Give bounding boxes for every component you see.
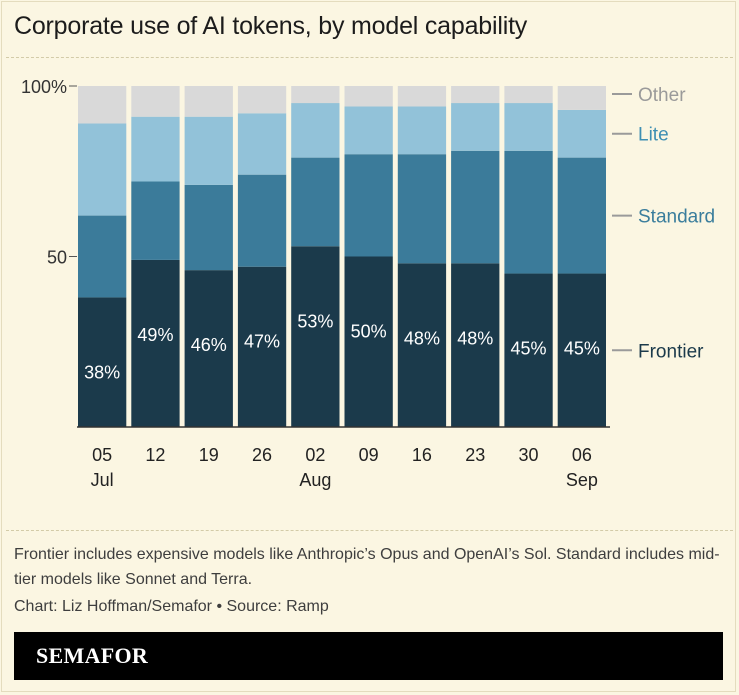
bar-standard-02: [291, 157, 340, 247]
data-label-frontier: 45%: [511, 339, 547, 359]
x-tick-label: 06: [572, 445, 592, 465]
bar-standard-12: [131, 181, 180, 260]
bar-lite-02: [291, 103, 340, 158]
chart-title: Corporate use of AI tokens, by model cap…: [14, 12, 528, 40]
bar-frontier-23: [451, 263, 500, 427]
bar-other-02: [291, 86, 340, 104]
bar-frontier-26: [237, 266, 287, 427]
data-label-frontier: 49%: [137, 325, 173, 345]
x-tick-label: 05: [92, 445, 112, 465]
x-tick-label: 26: [252, 445, 272, 465]
bar-other-19: [184, 86, 233, 117]
bar-lite-06: [557, 109, 606, 158]
x-month-label: Aug: [299, 470, 331, 490]
bar-standard-05: [78, 215, 127, 298]
bar-other-05: [78, 86, 127, 124]
bar-lite-12: [131, 116, 180, 182]
data-label-frontier: 47%: [244, 332, 280, 352]
bar-lite-26: [237, 113, 287, 175]
x-tick-label: 16: [412, 445, 432, 465]
bar-lite-30: [504, 103, 553, 151]
bar-frontier-19: [184, 270, 233, 427]
legend-label-standard: Standard: [638, 207, 715, 228]
legend-label-lite: Lite: [638, 125, 669, 146]
bar-frontier-12: [131, 259, 180, 427]
bar-lite-16: [397, 106, 447, 155]
bar-lite-09: [344, 106, 393, 155]
legend-label-other: Other: [638, 85, 686, 106]
bar-other-30: [504, 86, 553, 104]
y-tick-label: 50: [47, 248, 67, 268]
bar-lite-05: [78, 123, 127, 216]
x-tick-label: 12: [145, 445, 165, 465]
bar-standard-23: [451, 150, 500, 264]
footer-divider: [6, 530, 733, 531]
bar-other-23: [451, 86, 500, 104]
chart-note: Frontier includes expensive models like …: [14, 546, 720, 588]
title-divider: [6, 57, 733, 58]
bar-standard-30: [504, 150, 553, 274]
x-month-label: Sep: [566, 470, 598, 490]
data-label-frontier: 48%: [404, 328, 440, 348]
data-label-frontier: 50%: [351, 322, 387, 342]
bar-other-16: [397, 86, 447, 107]
x-tick-label: 02: [305, 445, 325, 465]
bar-standard-19: [184, 184, 233, 271]
bar-lite-19: [184, 116, 233, 185]
data-label-frontier: 38%: [84, 362, 120, 382]
bar-frontier-02: [291, 246, 340, 427]
x-tick-label: 09: [359, 445, 379, 465]
y-tick-label: 100%: [21, 77, 67, 97]
semafor-logo: SEMAFOR: [36, 643, 149, 668]
bar-standard-09: [344, 154, 393, 257]
bar-frontier-16: [397, 263, 447, 427]
data-label-frontier: 53%: [297, 311, 333, 331]
bar-frontier-05: [78, 297, 127, 427]
chart-credit: Chart: Liz Hoffman/Semafor • Source: Ram…: [14, 598, 329, 615]
bar-standard-06: [557, 157, 606, 274]
x-month-label: Jul: [91, 470, 114, 490]
bar-other-06: [557, 86, 606, 110]
bar-frontier-09: [344, 256, 393, 427]
bar-standard-16: [397, 154, 447, 264]
stacked-bar-chart: 100% 50 38% 05 Jul 49% 12 46% 19 47% 26 53% 02 Aug 50%…: [21, 77, 715, 490]
bar-other-26: [237, 86, 287, 114]
data-label-frontier: 48%: [457, 328, 493, 348]
legend-label-frontier: Frontier: [638, 341, 704, 362]
data-label-frontier: 45%: [564, 339, 600, 359]
x-tick-label: 30: [519, 445, 539, 465]
x-tick-label: 23: [465, 445, 485, 465]
bar-other-09: [344, 86, 393, 107]
brand-bar: SEMAFOR: [14, 632, 723, 680]
x-tick-label: 19: [199, 445, 219, 465]
data-label-frontier: 46%: [191, 335, 227, 355]
bar-other-12: [131, 86, 180, 117]
bar-frontier-30: [504, 273, 553, 427]
bar-standard-26: [237, 174, 287, 267]
bar-lite-23: [451, 103, 500, 151]
bar-frontier-06: [557, 273, 606, 427]
